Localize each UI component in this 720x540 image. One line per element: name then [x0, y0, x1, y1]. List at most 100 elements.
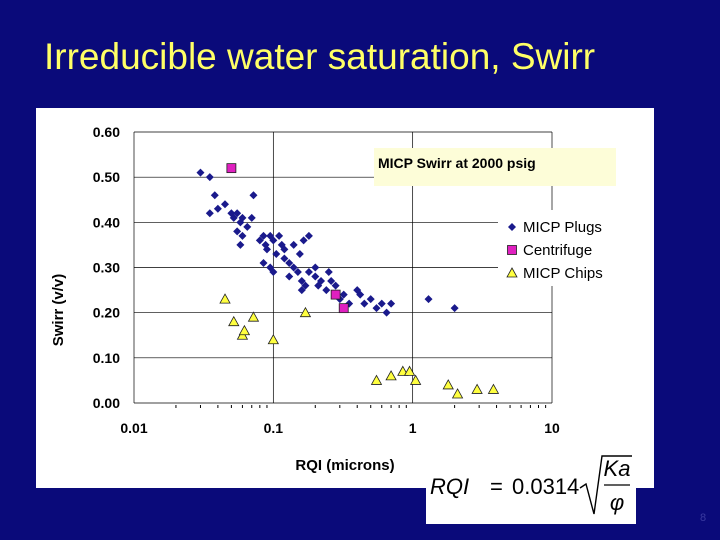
- legend-label-micp-chips: MICP Chips: [523, 265, 603, 282]
- micp-chip-point: [228, 315, 240, 327]
- legend-label-micp-plugs: MICP Plugs: [523, 219, 602, 236]
- micp-plug-point: [272, 249, 281, 258]
- micp-plug-point: [366, 295, 375, 304]
- legend-label-centrifuge: Centrifuge: [523, 242, 592, 259]
- centrifuge-point: [338, 303, 349, 314]
- micp-plug-point: [269, 268, 278, 277]
- micp-plug-point: [297, 277, 306, 286]
- centrifuge-point: [226, 163, 237, 174]
- micp-chip-point: [471, 383, 483, 394]
- legend-marker-micp-chips: [506, 267, 518, 278]
- micp-chip-point: [267, 333, 280, 345]
- y-tick-label: 0.20: [93, 305, 120, 321]
- legend-marker-centrifuge: [507, 245, 517, 255]
- micp-plug-point: [339, 290, 348, 299]
- annotation-box: [374, 148, 616, 186]
- micp-plug-point: [280, 254, 289, 263]
- micp-chip-point: [238, 324, 251, 336]
- micp-plug-point: [277, 240, 286, 249]
- micp-plug-point: [377, 299, 386, 308]
- micp-chip-point: [299, 306, 312, 318]
- micp-plug-point: [299, 236, 308, 245]
- x-tick-label: 1: [409, 420, 417, 436]
- micp-plug-point: [269, 236, 278, 245]
- annotation-text: MICP Swirr at 2000 psig: [378, 155, 536, 171]
- micp-plug-point: [255, 236, 264, 245]
- micp-chip-point: [247, 311, 260, 322]
- micp-plug-point: [450, 304, 459, 313]
- micp-plug-point: [356, 290, 365, 299]
- micp-plug-point: [327, 277, 336, 286]
- micp-plug-point: [372, 304, 381, 313]
- formula-coefficient: 0.0314: [512, 474, 579, 499]
- legend-marker-micp-plugs: [508, 223, 516, 231]
- micp-plug-point: [301, 281, 310, 290]
- micp-plug-point: [238, 231, 247, 240]
- micp-plug-point: [360, 299, 369, 308]
- micp-plug-point: [243, 222, 252, 231]
- micp-plug-point: [331, 281, 340, 290]
- micp-plug-point: [259, 258, 268, 267]
- y-tick-label: 0.00: [93, 395, 120, 411]
- scatter-chart: MICP Swirr at 2000 psig 0.00 0.10 0.20 0.30…: [50, 124, 616, 474]
- x-tick-label: 0.01: [120, 420, 147, 436]
- micp-plug-point: [293, 268, 302, 277]
- micp-plug-point: [247, 213, 256, 222]
- x-tick-label: 10: [544, 420, 560, 436]
- micp-plug-point: [233, 227, 242, 236]
- micp-plug-point: [262, 245, 271, 254]
- sqrt-sign: [579, 455, 632, 515]
- micp-plug-point: [304, 268, 313, 277]
- legend-box: [498, 210, 616, 286]
- centrifuge-point: [330, 289, 341, 300]
- micp-plug-point: [317, 277, 326, 286]
- micp-plug-point: [210, 191, 219, 200]
- micp-plug-point: [285, 258, 294, 267]
- micp-plug-point: [285, 272, 294, 281]
- micp-plug-point: [205, 209, 214, 218]
- micp-plug-point: [249, 191, 258, 200]
- micp-plug-point: [314, 281, 323, 290]
- data-points: [196, 163, 500, 399]
- micp-plug-point: [387, 299, 396, 308]
- micp-chip-point: [385, 370, 397, 381]
- legend: MICP Plugs Centrifuge MICP Chips: [498, 210, 616, 286]
- chart-panel: MICP Swirr at 2000 psig 0.00 0.10 0.20 0.30…: [36, 108, 654, 488]
- micp-plug-point: [233, 209, 242, 218]
- micp-chip-point: [487, 383, 500, 394]
- micp-chip-point: [442, 379, 454, 390]
- formula-denominator: φ: [610, 490, 624, 515]
- micp-plug-point: [322, 286, 331, 295]
- y-tick-label: 0.10: [93, 350, 120, 366]
- micp-chip-point: [409, 374, 422, 385]
- micp-chip-point: [219, 293, 231, 304]
- formula-numerator: Ka: [604, 456, 631, 481]
- micp-plug-point: [238, 213, 247, 222]
- y-tick-label: 0.60: [93, 124, 120, 140]
- x-axis-label: RQI (microns): [295, 457, 394, 474]
- micp-plug-point: [297, 286, 306, 295]
- micp-plug-point: [236, 240, 245, 249]
- micp-plug-point: [289, 263, 298, 272]
- annotation-group: MICP Swirr at 2000 psig: [374, 148, 616, 186]
- rqi-formula: RQI = 0.0314 Ka φ: [430, 455, 632, 515]
- page-number: 8: [700, 512, 707, 524]
- formula-panel: RQI = 0.0314 Ka φ: [426, 448, 636, 524]
- micp-plug-point: [382, 308, 391, 317]
- micp-plug-point: [311, 263, 320, 272]
- micp-plug-point: [311, 272, 320, 281]
- micp-plug-point: [213, 204, 222, 213]
- micp-plug-point: [424, 295, 433, 304]
- axes: 0.00 0.10 0.20 0.30 0.40 0.50 0.60 0.01 0.1 1 10: [93, 124, 560, 436]
- x-tick-label: 0.1: [264, 420, 284, 436]
- y-tick-label: 0.30: [93, 260, 120, 276]
- micp-plug-point: [295, 249, 304, 258]
- slide-title: Irreducible water saturation, Swirr: [44, 36, 596, 77]
- micp-chip-point: [451, 388, 464, 399]
- micp-plug-point: [221, 200, 230, 209]
- micp-plug-point: [205, 173, 214, 182]
- y-tick-label: 0.40: [93, 214, 120, 230]
- micp-plug-point: [280, 245, 289, 254]
- y-axis-label: Swirr (v/v): [50, 274, 67, 347]
- formula-equals: =: [490, 474, 503, 499]
